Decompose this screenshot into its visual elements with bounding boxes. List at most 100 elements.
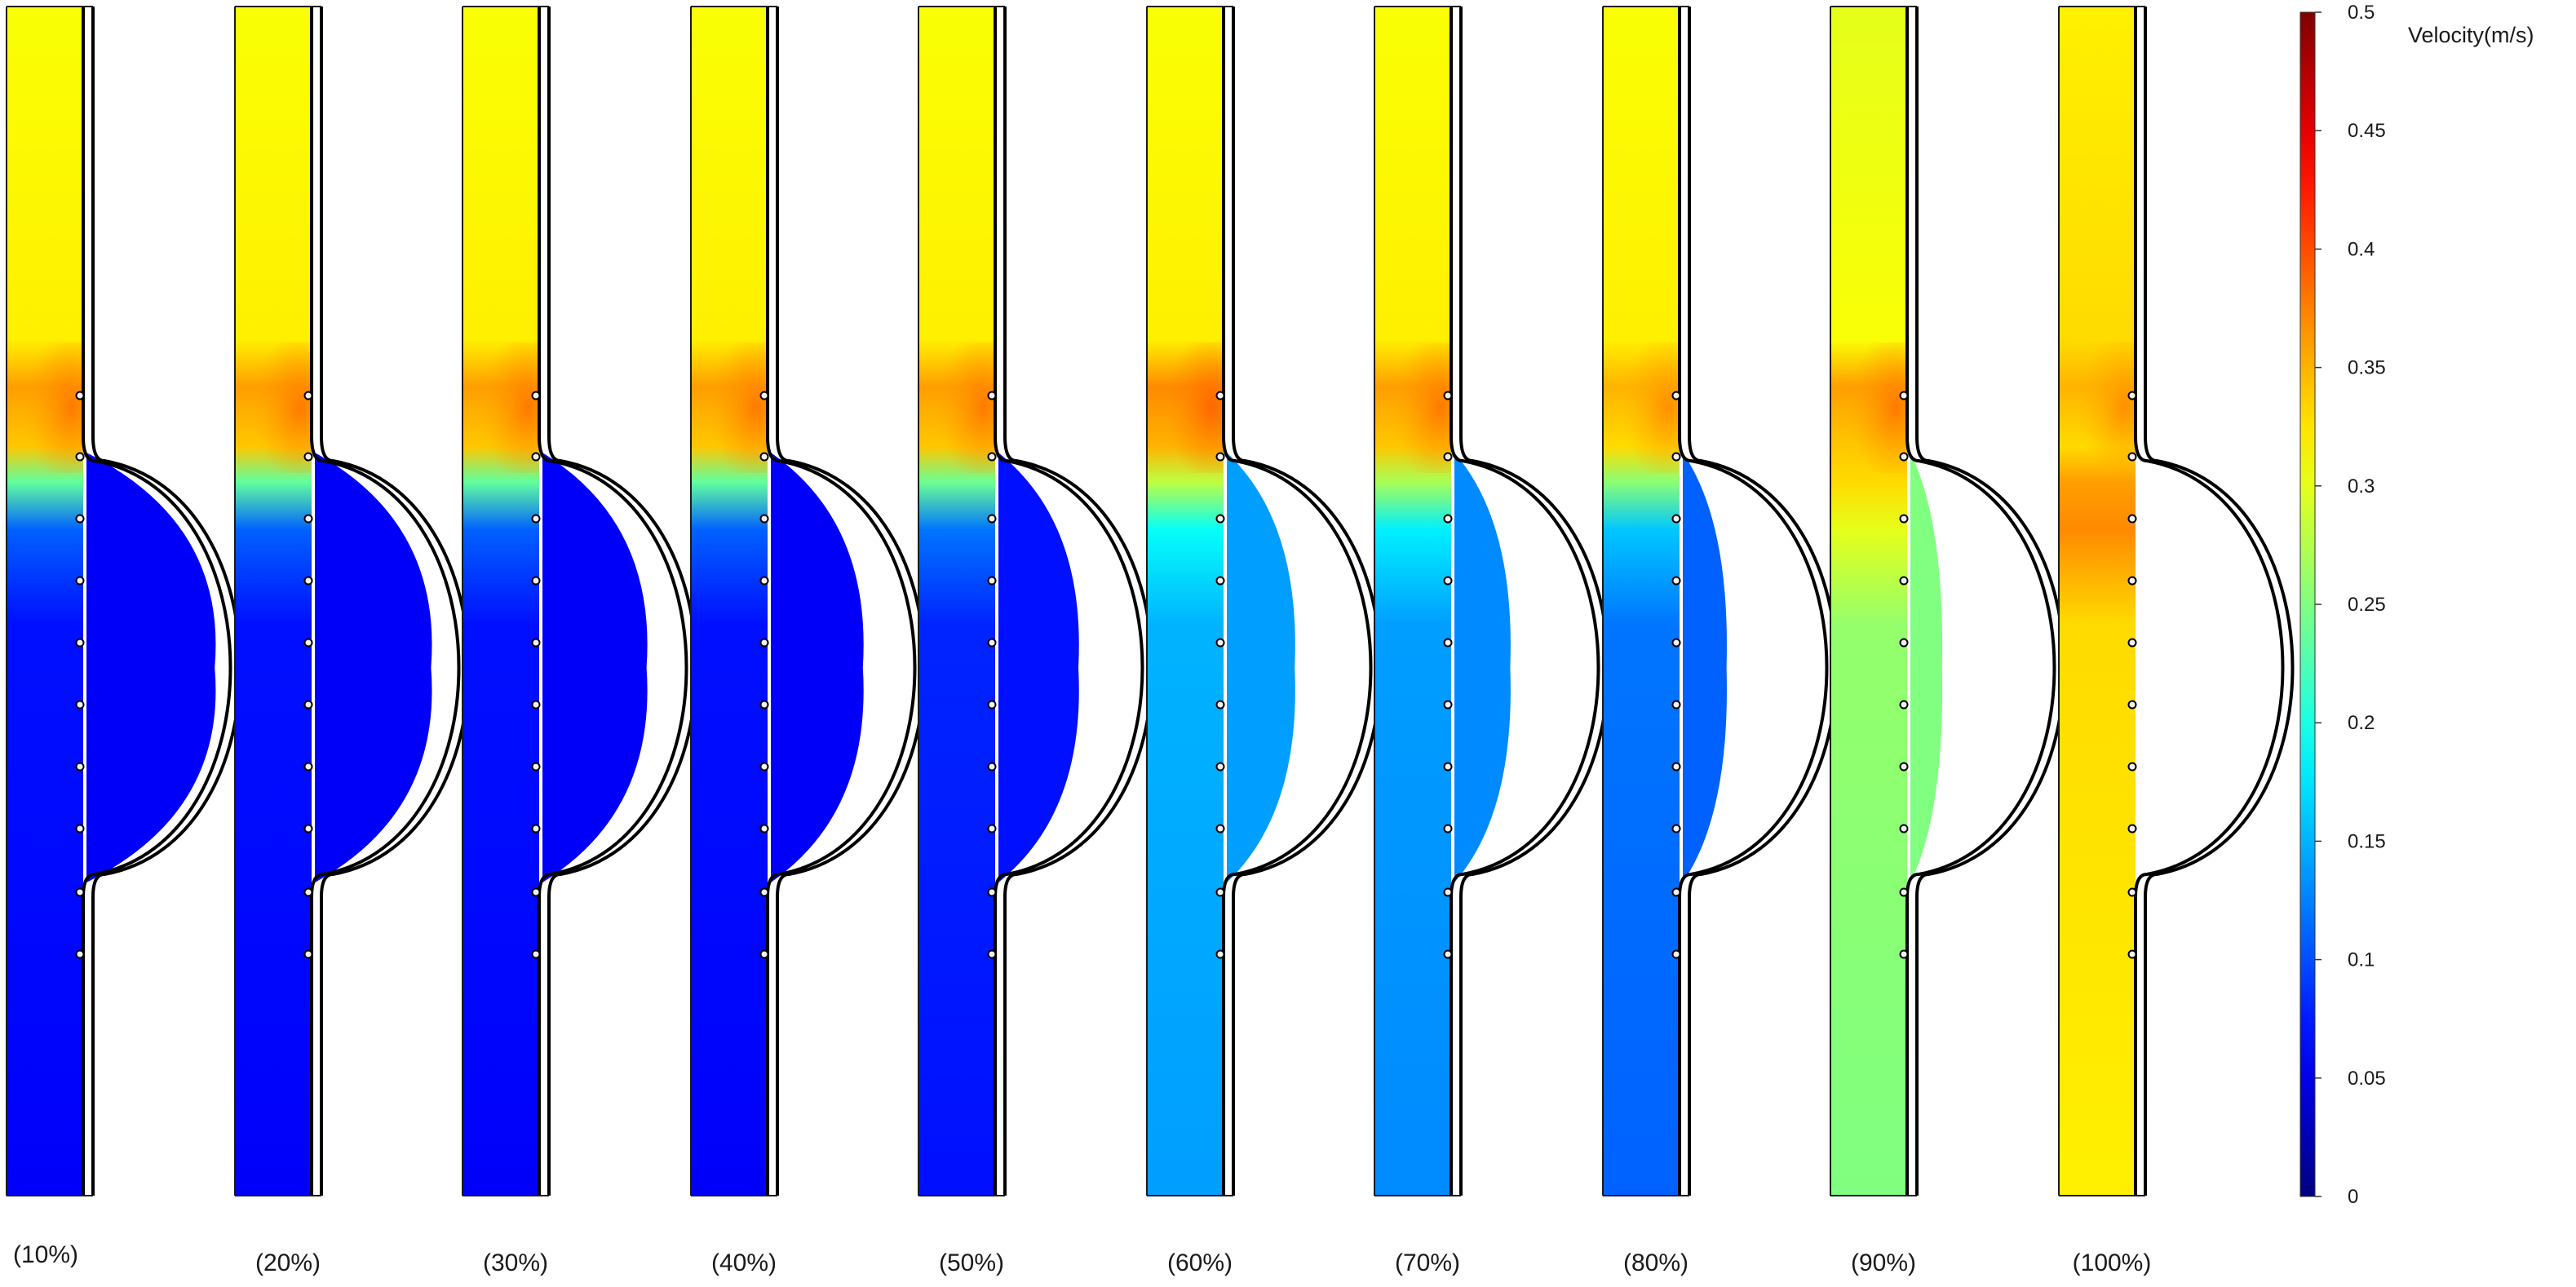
- orifice-marker: [1899, 576, 1909, 586]
- jet-zone: [1830, 343, 1907, 473]
- panel-label: (70%): [1395, 1249, 1460, 1276]
- orifice-marker: [2127, 700, 2137, 710]
- jet-zone: [7, 343, 83, 473]
- orifice-marker: [1215, 824, 1225, 834]
- fluid-column: [691, 7, 768, 1196]
- orifice-marker: [75, 762, 85, 772]
- inner-wall: [994, 7, 1144, 1196]
- colorbar-title: Velocity(m/s): [2408, 23, 2534, 47]
- orifice-marker: [1443, 824, 1453, 834]
- orifice-marker: [1443, 887, 1453, 897]
- chamber-fluid: [315, 453, 432, 882]
- orifice-marker: [1215, 638, 1225, 648]
- orifice-marker: [1215, 762, 1225, 772]
- colorbar: 0 0.05 0.1 0.15 0.2 0.25 0.3 0.35 0.4 0.45 0.5 Velo…: [2299, 2, 2534, 1208]
- jet-zone: [691, 343, 768, 473]
- orifice-marker: [1899, 762, 1909, 772]
- orifice-marker: [1443, 391, 1453, 400]
- jet-zone: [463, 343, 539, 473]
- colorbar-tick-label: 0.4: [2348, 238, 2375, 260]
- orifice-marker: [1215, 514, 1225, 524]
- fluid-column: [1603, 7, 1680, 1196]
- orifice-marker: [2127, 638, 2137, 648]
- orifice-marker: [303, 762, 313, 772]
- inner-wall: [82, 7, 232, 1196]
- colorbar-tick-label: 0: [2348, 1186, 2358, 1208]
- orifice-marker: [987, 452, 997, 462]
- orifice-marker: [1899, 700, 1909, 710]
- colorbar-tick-label: 0.2: [2348, 712, 2375, 734]
- orifice-marker: [303, 824, 313, 834]
- fluid-column: [235, 7, 312, 1196]
- orifice-marker: [1443, 700, 1453, 710]
- orifice-marker: [75, 887, 85, 897]
- orifice-marker: [2127, 576, 2137, 586]
- orifice-marker: [2127, 452, 2137, 462]
- chamber-fluid: [1683, 453, 1727, 882]
- orifice-marker: [1671, 700, 1681, 710]
- orifice-marker: [1671, 576, 1681, 586]
- orifice-marker: [1215, 576, 1225, 586]
- orifice-marker: [1215, 391, 1225, 400]
- jet-zone: [918, 343, 995, 473]
- orifice-marker: [987, 762, 997, 772]
- orifice-marker: [759, 638, 769, 648]
- panel-9: (90%): [1830, 6, 2066, 1276]
- panel-2: (20%): [234, 6, 471, 1276]
- colorbar-tick-label: 0.45: [2348, 120, 2386, 142]
- orifice-marker: [303, 576, 313, 586]
- orifice-marker: [531, 949, 541, 959]
- orifice-marker: [1899, 824, 1909, 834]
- inner-wall: [310, 7, 461, 1196]
- orifice-marker: [1899, 391, 1909, 400]
- chamber-fluid: [1454, 453, 1511, 882]
- orifice-marker: [1671, 638, 1681, 648]
- fluid-column: [7, 7, 83, 1196]
- fluid-column: [463, 7, 539, 1196]
- orifice-marker: [2127, 762, 2137, 772]
- panel-10: (100%): [2058, 6, 2295, 1276]
- orifice-marker: [1443, 762, 1453, 772]
- orifice-marker: [1671, 762, 1681, 772]
- orifice-marker: [531, 700, 541, 710]
- orifice-marker: [987, 576, 997, 586]
- fluid-column: [1830, 7, 1907, 1196]
- colorbar-tick-label: 0.1: [2348, 949, 2375, 971]
- panels-group: (10%) (20%) (30%) (40%) (50%) (60%) (70%) (80%)…: [6, 6, 2295, 1276]
- colorbar-tick-label: 0.05: [2348, 1068, 2386, 1090]
- orifice-marker: [303, 700, 313, 710]
- orifice-marker: [1899, 514, 1909, 524]
- panel-8: (80%): [1602, 6, 1839, 1276]
- colorbar-tick-label: 0.15: [2348, 830, 2386, 852]
- orifice-marker: [759, 576, 769, 586]
- orifice-marker: [1671, 887, 1681, 897]
- orifice-marker: [987, 824, 997, 834]
- orifice-marker: [759, 949, 769, 959]
- chamber-fluid: [86, 453, 216, 882]
- orifice-marker: [1671, 452, 1681, 462]
- panel-4: (40%): [690, 6, 927, 1276]
- orifice-marker: [75, 514, 85, 524]
- orifice-marker: [75, 824, 85, 834]
- orifice-marker: [1215, 887, 1225, 897]
- fluid-column: [1147, 7, 1224, 1196]
- orifice-marker: [1899, 452, 1909, 462]
- orifice-marker: [987, 638, 997, 648]
- orifice-marker: [1215, 949, 1225, 959]
- chamber-fluid: [771, 453, 864, 882]
- orifice-marker: [2127, 887, 2137, 897]
- panel-3: (30%): [462, 6, 698, 1276]
- inner-wall: [1678, 7, 1829, 1196]
- orifice-marker: [531, 391, 541, 400]
- orifice-marker: [303, 638, 313, 648]
- orifice-marker: [303, 452, 313, 462]
- panel-label: (80%): [1623, 1249, 1689, 1276]
- panel-1: (10%): [6, 6, 242, 1268]
- panel-label: (10%): [13, 1241, 78, 1268]
- panel-label: (100%): [2073, 1249, 2152, 1276]
- orifice-marker: [1671, 514, 1681, 524]
- orifice-marker: [1443, 576, 1453, 586]
- orifice-marker: [531, 638, 541, 648]
- orifice-marker: [2127, 514, 2137, 524]
- orifice-marker: [759, 700, 769, 710]
